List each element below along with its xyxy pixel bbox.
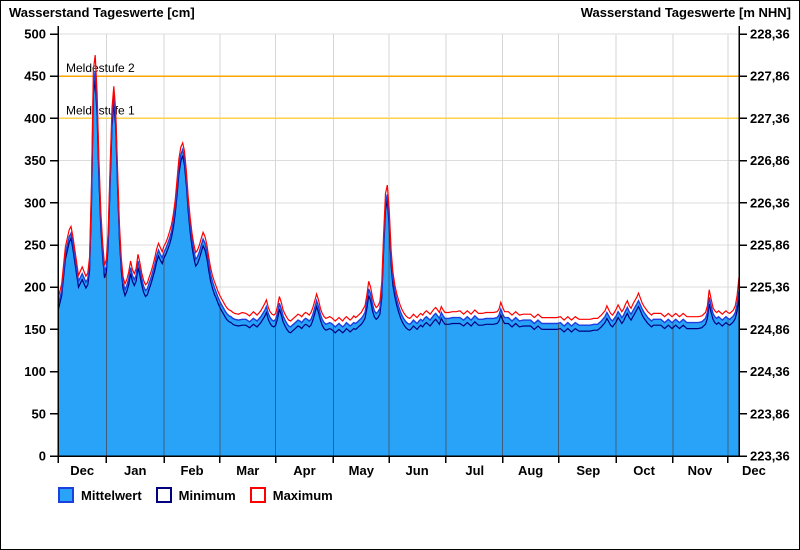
svg-text:228,36: 228,36 [750,27,790,42]
svg-text:Meldestufe 1: Meldestufe 1 [66,103,135,117]
legend-item-mittelwert: Mittelwert [58,487,142,503]
legend-label-minimum: Minimum [178,487,236,503]
svg-text:350: 350 [24,153,46,168]
svg-text:100: 100 [24,364,46,379]
svg-text:224,36: 224,36 [750,364,790,379]
svg-text:300: 300 [24,195,46,210]
mean-swatch-icon [58,487,74,503]
svg-text:Aug: Aug [518,463,543,478]
svg-text:225,36: 225,36 [750,280,790,295]
legend-item-minimum: Minimum [155,487,236,503]
svg-text:227,86: 227,86 [750,69,790,84]
svg-text:224,86: 224,86 [750,322,790,337]
svg-text:223,36: 223,36 [750,449,790,464]
max-swatch-icon [249,487,266,503]
water-level-chart: Meldestufe 2 Meldestufe 1 0 223,36 50 223,86 1… [24,26,790,478]
legend: Mittelwert Minimum Maximum [58,487,333,503]
legend-item-maximum: Maximum [249,487,333,503]
svg-text:500: 500 [24,27,46,42]
svg-text:Dec: Dec [742,463,766,478]
svg-text:Oct: Oct [633,463,655,478]
svg-text:250: 250 [24,238,46,253]
svg-text:226,86: 226,86 [750,153,790,168]
svg-text:226,36: 226,36 [750,195,790,210]
svg-text:150: 150 [24,322,46,337]
svg-text:Jul: Jul [465,463,484,478]
svg-text:450: 450 [24,69,46,84]
svg-text:225,86: 225,86 [750,238,790,253]
svg-text:0: 0 [39,449,46,464]
svg-text:223,86: 223,86 [750,406,790,421]
svg-text:Sep: Sep [576,463,600,478]
min-swatch-icon [155,487,172,503]
svg-text:Apr: Apr [293,463,315,478]
svg-text:Nov: Nov [688,463,713,478]
svg-text:400: 400 [24,111,46,126]
chart-title-right: Wasserstand Tageswerte [m NHN] [580,5,791,20]
svg-text:Jan: Jan [124,463,146,478]
svg-text:Feb: Feb [180,463,203,478]
svg-text:Jun: Jun [406,463,429,478]
svg-text:227,36: 227,36 [750,111,790,126]
legend-label-mittelwert: Mittelwert [81,487,142,503]
svg-text:Meldestufe 2: Meldestufe 2 [66,61,135,75]
svg-text:200: 200 [24,280,46,295]
chart-title-left: Wasserstand Tageswerte [cm] [9,5,195,20]
svg-text:50: 50 [32,406,46,421]
svg-text:Mar: Mar [236,463,259,478]
svg-text:Dec: Dec [70,463,94,478]
svg-text:May: May [349,463,375,478]
legend-label-maximum: Maximum [272,487,333,503]
